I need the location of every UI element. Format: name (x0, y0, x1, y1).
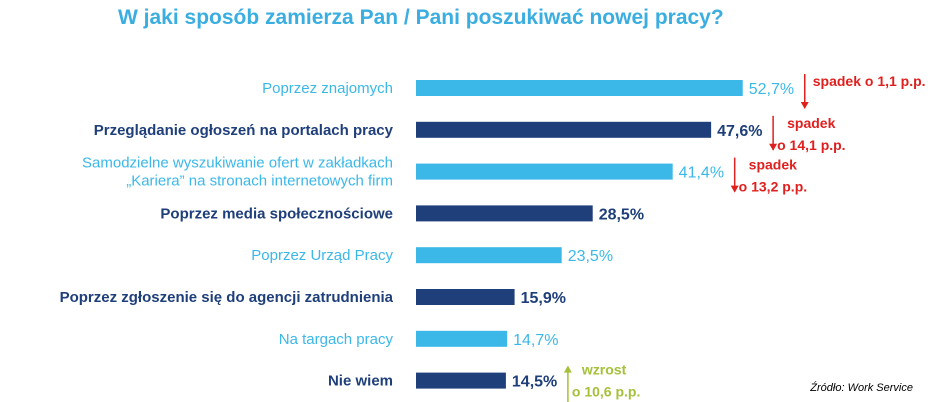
bar (416, 80, 743, 96)
down-arrow-icon (769, 143, 778, 151)
bar (416, 247, 562, 264)
category-label: Przeglądanie ogłoszeń na portalach pracy (94, 122, 394, 139)
source-note: Źródło: Work Service (810, 382, 913, 394)
decrease-annotation: spadek o 1,1 p.p. (813, 73, 926, 89)
bar (416, 121, 712, 138)
category-label: Poprzez znajomych (262, 80, 393, 97)
value-label: 47,6% (717, 123, 762, 140)
chart-title: W jaki sposób zamierza Pan / Pani poszuk… (118, 6, 724, 29)
value-label: 41,4% (679, 165, 724, 182)
increase-annotation: wzrost o 10,6 p.p. (572, 362, 640, 400)
category-label: Na targach pracy (279, 331, 394, 348)
up-arrow-icon (563, 365, 572, 373)
value-label: 14,7% (513, 332, 558, 349)
category-label: Poprzez media społecznościowe (160, 205, 393, 222)
value-label: 15,9% (521, 290, 566, 307)
value-label: 23,5% (568, 248, 613, 265)
value-label: 52,7% (749, 81, 794, 98)
value-label: 28,5% (599, 206, 644, 223)
category-label: Samodzielne wyszukiwanie ofert w zakładk… (82, 155, 393, 190)
down-arrow-icon (730, 185, 739, 193)
bar (416, 330, 508, 347)
decrease-annotation: spadek o 13,2 p.p. (739, 157, 807, 195)
category-label: Nie wiem (328, 373, 393, 390)
category-label: Poprzez Urząd Pracy (251, 247, 393, 264)
category-label: Poprzez zgłoszenie się do agencji zatrud… (60, 289, 394, 306)
down-arrow-icon (800, 102, 809, 109)
decrease-annotation: spadek o 14,1 p.p. (777, 115, 845, 153)
bar (416, 372, 506, 389)
bar (416, 205, 593, 222)
value-label: 14,5% (512, 374, 557, 391)
bar (416, 163, 673, 180)
bar (416, 289, 515, 305)
